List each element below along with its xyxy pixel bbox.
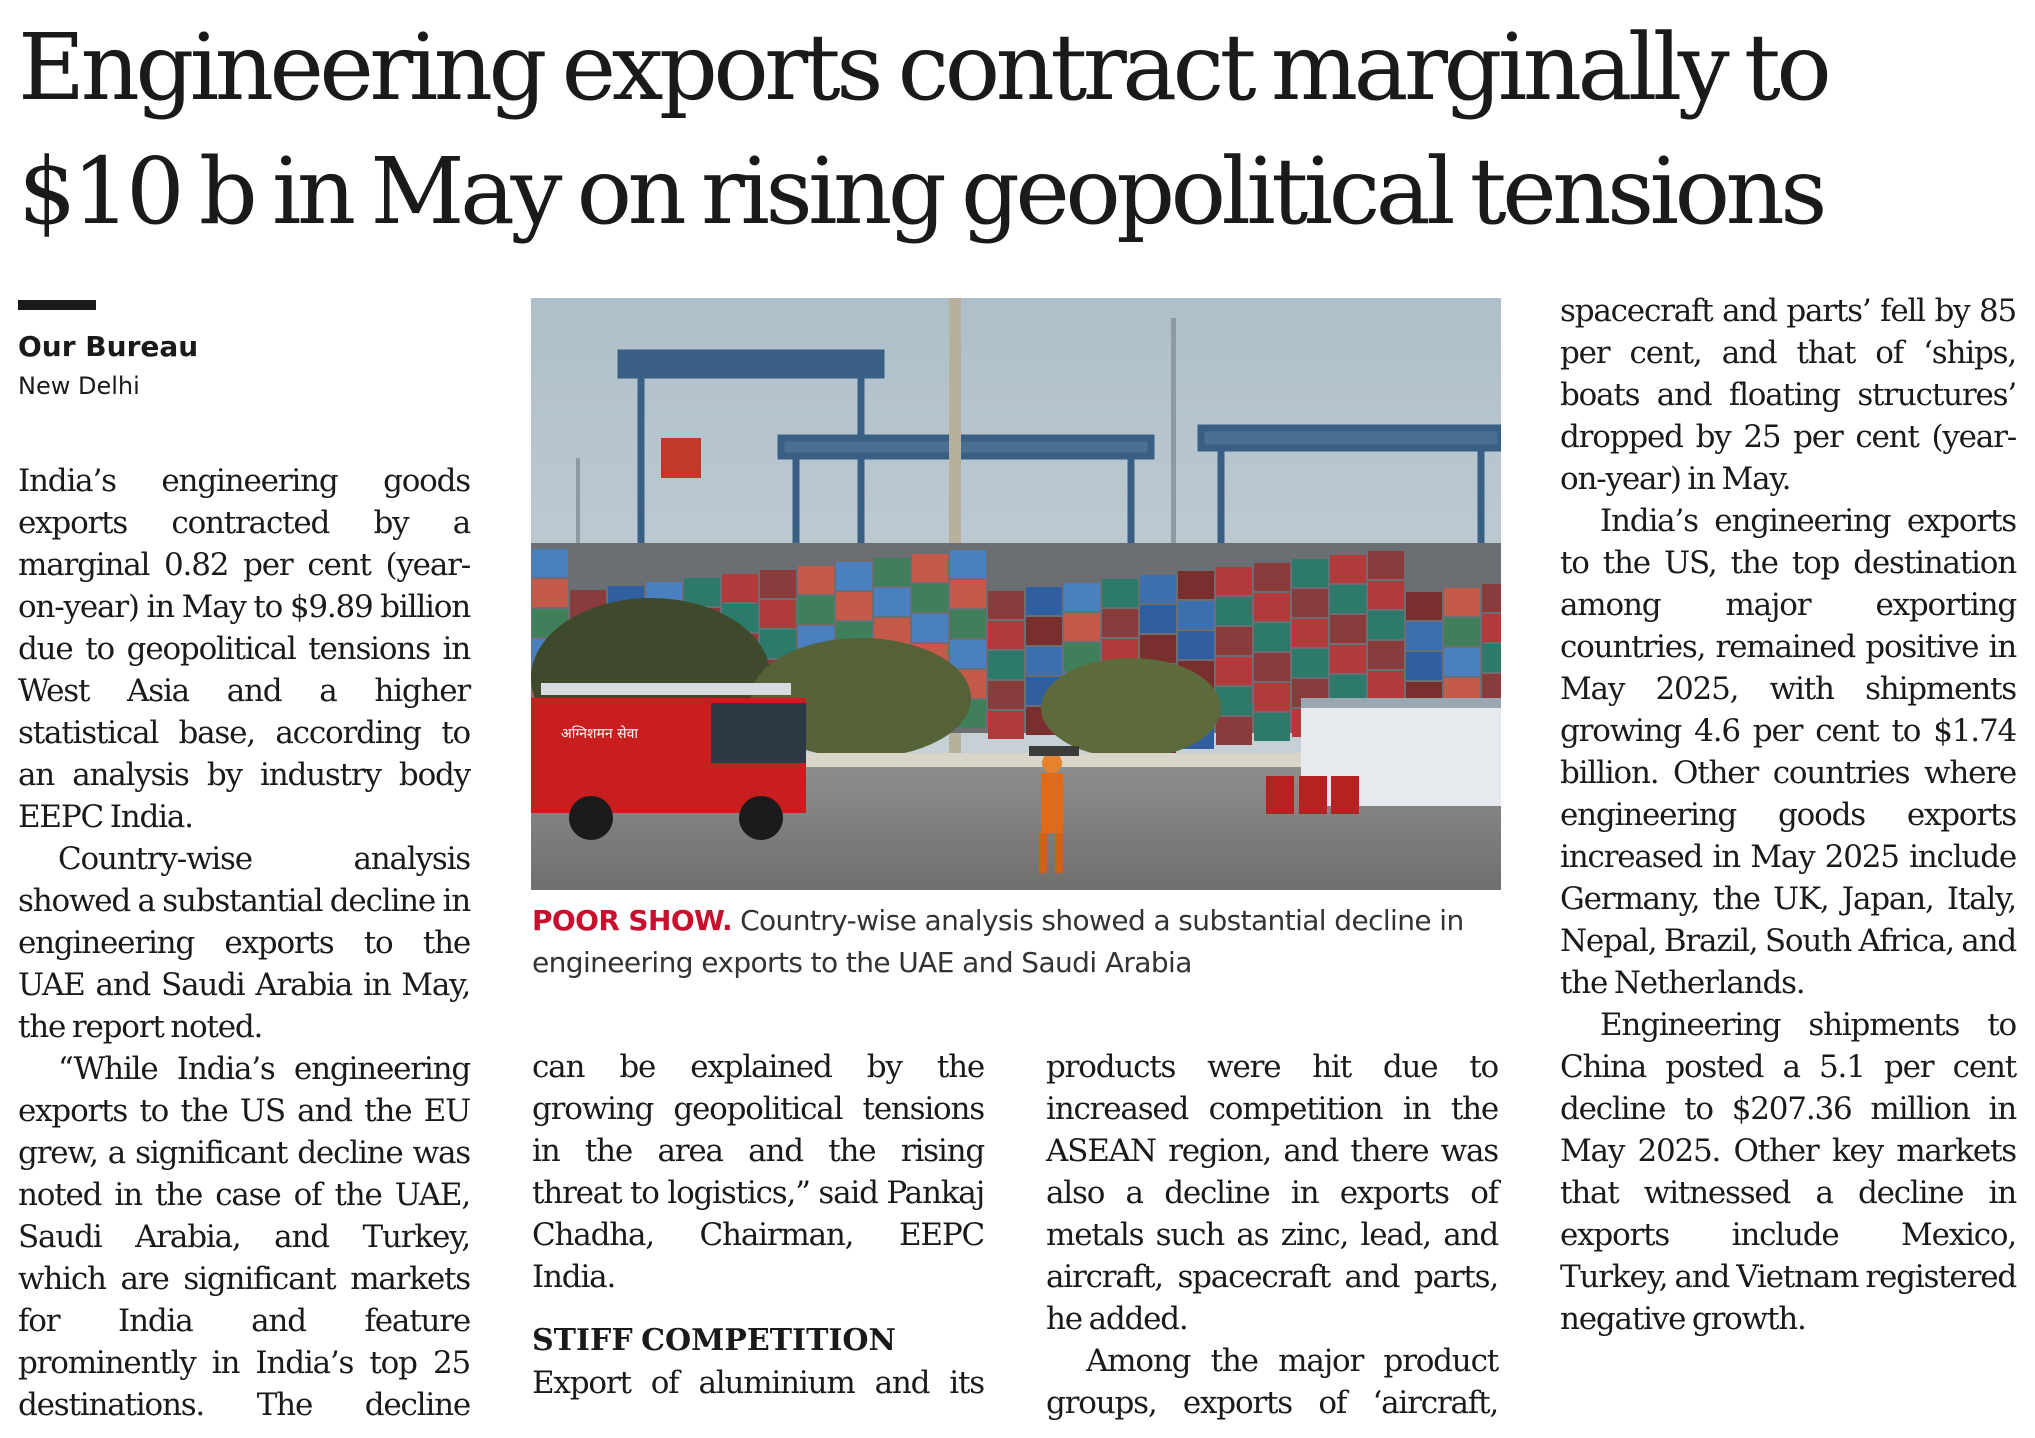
shipping-container (836, 592, 872, 620)
shipping-container (532, 549, 568, 577)
byline-dateline: New Delhi (18, 372, 140, 400)
shipping-container (950, 640, 986, 668)
shipping-container (988, 621, 1024, 649)
shipping-container (874, 558, 910, 586)
shipping-container (1444, 588, 1480, 616)
shipping-container (1178, 631, 1214, 659)
shipping-container (1216, 627, 1252, 655)
shipping-container (1026, 587, 1062, 615)
shipping-container (1330, 615, 1366, 643)
shipping-container (1216, 717, 1252, 745)
shipping-container (1178, 571, 1214, 599)
shipping-container (988, 681, 1024, 709)
shipping-container (1102, 609, 1138, 637)
shipping-container (1482, 644, 1501, 672)
shipping-container (950, 550, 986, 578)
shipping-container (1330, 585, 1366, 613)
headline-line-2: $10 b in May on rising geopolitical tens… (18, 138, 1827, 245)
shipping-container (912, 614, 948, 642)
caption-label: POOR SHOW. (532, 904, 733, 937)
article-column-4: spacecraft and parts’ fell by 85 per cen… (1560, 290, 2017, 1340)
shipping-container (950, 580, 986, 608)
shipping-container (1330, 645, 1366, 673)
shipping-container (1254, 713, 1290, 741)
fire-truck-lettering: अग्निशमन सेवा (561, 725, 638, 742)
shipping-container (988, 711, 1024, 739)
shipping-container (1444, 618, 1480, 646)
article-column-1: India’s engineering goods exports contra… (18, 460, 471, 1426)
shipping-container (988, 651, 1024, 679)
shipping-container (1064, 613, 1100, 641)
paragraph-4-end: products were hit due to increased compe… (1046, 1049, 1499, 1337)
paragraph-3-end: can be explained by the growing geopolit… (532, 1049, 985, 1295)
shipping-container (798, 596, 834, 624)
shipping-container (950, 610, 986, 638)
paragraph-1: India’s engineering goods exports contra… (18, 463, 471, 835)
shipping-container (912, 554, 948, 582)
article-photo: अग्निशमन सेवा (531, 298, 1501, 890)
headline-line-1: Engineering exports contract marginally … (18, 14, 1832, 121)
shipping-container (1406, 592, 1442, 620)
shipping-container (760, 570, 796, 598)
shipping-container (1254, 593, 1290, 621)
shipping-container (1254, 653, 1290, 681)
shipping-container (1140, 635, 1176, 663)
shipping-container (1026, 617, 1062, 645)
shipping-container (1178, 601, 1214, 629)
shipping-container (1026, 647, 1062, 675)
shipping-container (836, 562, 872, 590)
paragraph-4-start: Export of aluminium and its (532, 1365, 985, 1401)
shipping-container (1216, 567, 1252, 595)
photo-caption: POOR SHOW. Country-wise analysis showed a… (532, 900, 1500, 984)
caption-text: Country-wise analysis showed a substanti… (532, 904, 1464, 979)
shipping-container (1406, 652, 1442, 680)
headline: Engineering exports contract marginally … (18, 6, 2018, 254)
shipping-container (1140, 575, 1176, 603)
shipping-container (988, 591, 1024, 619)
shipping-container (1368, 641, 1404, 669)
shipping-container (1292, 589, 1328, 617)
shipping-container (1254, 563, 1290, 591)
shipping-container (1254, 623, 1290, 651)
paragraph-5-end: spacecraft and parts’ fell by 85 per cen… (1560, 293, 2017, 497)
paragraph-2: Country-wise analysis showed a substanti… (18, 841, 471, 1045)
shipping-container (1064, 583, 1100, 611)
shipping-container (722, 574, 758, 602)
byline-author: Our Bureau (18, 330, 199, 363)
shipping-container (798, 566, 834, 594)
subhead: STIFF COMPETITION (532, 1323, 896, 1358)
shipping-container (1292, 649, 1328, 677)
shipping-container (1216, 657, 1252, 685)
shipping-container (1216, 687, 1252, 715)
shipping-container (1482, 614, 1501, 642)
shipping-container (1254, 683, 1290, 711)
shipping-container (1406, 622, 1442, 650)
shipping-container (1292, 559, 1328, 587)
shipping-container (912, 584, 948, 612)
shipping-container (1482, 584, 1501, 612)
paragraph-6: India’s engineering exports to the US, t… (1560, 503, 2017, 1001)
shipping-container (1140, 605, 1176, 633)
shipping-container (1102, 579, 1138, 607)
shipping-container (1368, 611, 1404, 639)
shipping-container (684, 578, 720, 606)
article-column-2: can be explained by the growing geopolit… (532, 1046, 985, 1404)
shipping-container (1482, 674, 1501, 702)
paragraph-7: Engineering shipments to China posted a … (1560, 1007, 2017, 1337)
shipping-container (1330, 555, 1366, 583)
shipping-container (874, 588, 910, 616)
shipping-container (1444, 648, 1480, 676)
shipping-container (532, 579, 568, 607)
shipping-container (1368, 581, 1404, 609)
paragraph-3-start: “While India’s engineering exports to th… (18, 1051, 471, 1423)
shipping-container (1292, 619, 1328, 647)
paragraph-5-start: Among the major product groups, exports … (1046, 1343, 1499, 1421)
article-column-3: products were hit due to increased compe… (1046, 1046, 1499, 1424)
shipping-container (1368, 551, 1404, 579)
shipping-container (760, 600, 796, 628)
shipping-container (1368, 671, 1404, 699)
shipping-container (1216, 597, 1252, 625)
byline-rule (18, 300, 96, 310)
